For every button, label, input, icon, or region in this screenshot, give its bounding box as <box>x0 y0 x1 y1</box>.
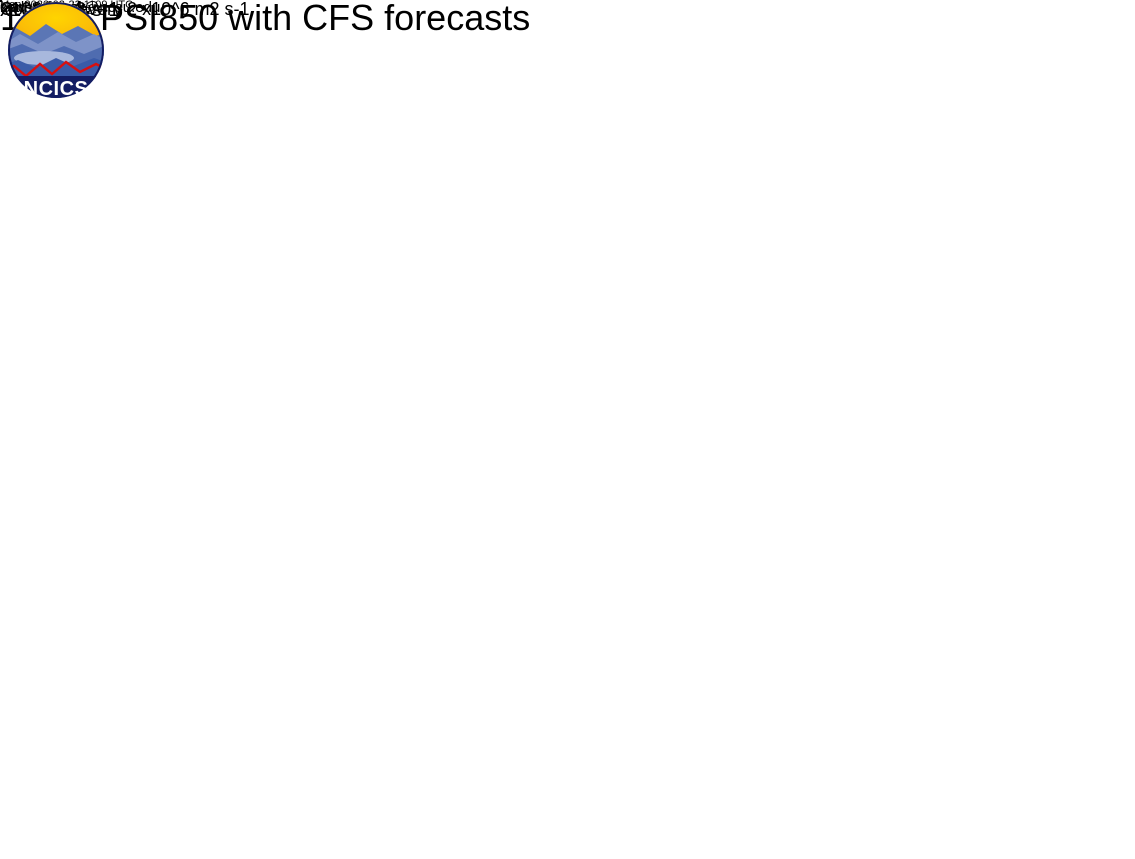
colorbar <box>0 0 2 2</box>
ncics-logo: NCICS <box>0 0 112 100</box>
logo-text: NCICS <box>24 78 89 100</box>
